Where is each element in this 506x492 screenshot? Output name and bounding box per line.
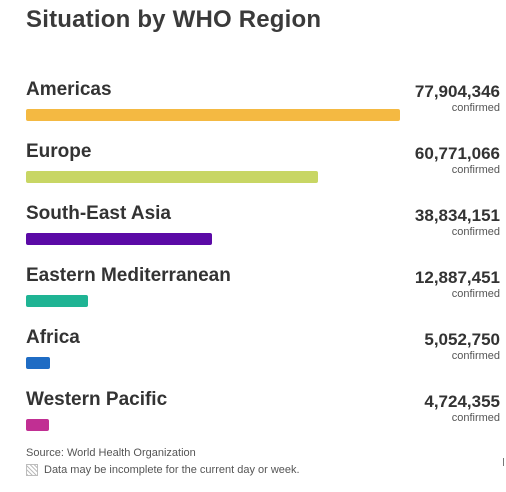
- region-name: Africa: [26, 327, 80, 348]
- region-unit: confirmed: [451, 226, 500, 238]
- region-bar: [26, 295, 88, 307]
- region-name: Europe: [26, 141, 92, 162]
- region-bar: [26, 109, 400, 121]
- region-unit: confirmed: [451, 164, 500, 176]
- region-name: Eastern Mediterranean: [26, 265, 231, 286]
- region-bar: [26, 419, 49, 431]
- region-unit: confirmed: [451, 350, 500, 362]
- region-name: Western Pacific: [26, 389, 168, 410]
- region-row-africa[interactable]: Africa 5,052,750 confirmed: [0, 327, 506, 389]
- hatch-pattern-icon: [26, 464, 38, 476]
- region-unit: confirmed: [451, 102, 500, 114]
- region-unit: confirmed: [451, 412, 500, 424]
- region-bar: [26, 357, 50, 369]
- region-row-americas[interactable]: Americas 77,904,346 confirmed: [0, 79, 506, 141]
- region-count: 12,887,451: [414, 268, 500, 287]
- region-count: 5,052,750: [424, 330, 500, 349]
- region-count: 77,904,346: [414, 82, 500, 101]
- region-name: South-East Asia: [26, 203, 171, 224]
- region-unit: confirmed: [451, 288, 500, 300]
- region-name: Americas: [26, 79, 112, 100]
- source-text: Source: World Health Organization: [26, 447, 196, 459]
- region-count: 38,834,151: [414, 206, 500, 225]
- region-row-eastern-mediterranean[interactable]: Eastern Mediterranean 12,887,451 confirm…: [0, 265, 506, 327]
- edge-marker: [503, 458, 504, 466]
- region-row-europe[interactable]: Europe 60,771,066 confirmed: [0, 141, 506, 203]
- region-row-south-east-asia[interactable]: South-East Asia 38,834,151 confirmed: [0, 203, 506, 265]
- page-title: Situation by WHO Region: [26, 6, 322, 33]
- region-bar: [26, 233, 212, 245]
- region-bar: [26, 171, 318, 183]
- note-text: Data may be incomplete for the current d…: [44, 464, 300, 476]
- region-row-western-pacific[interactable]: Western Pacific 4,724,355 confirmed: [0, 389, 506, 451]
- region-count: 60,771,066: [414, 144, 500, 163]
- incomplete-data-note: Data may be incomplete for the current d…: [26, 464, 300, 476]
- region-count: 4,724,355: [424, 392, 500, 411]
